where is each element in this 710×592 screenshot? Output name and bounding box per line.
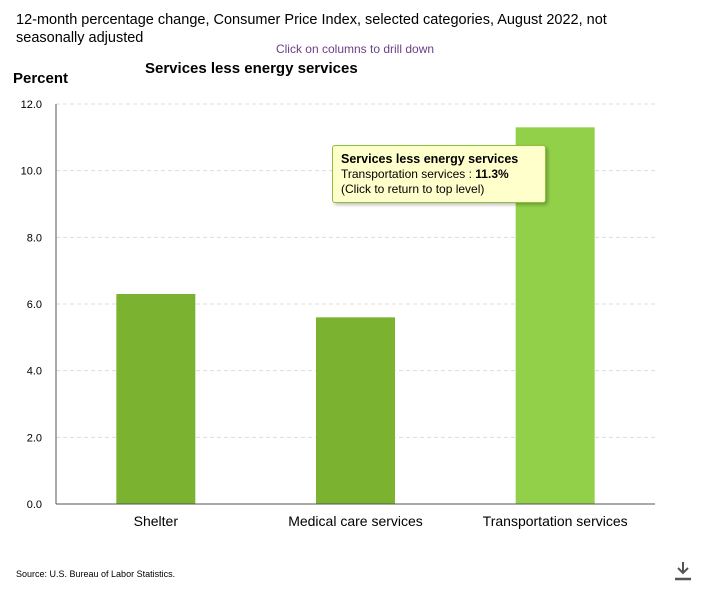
tooltip-note: (Click to return to top level) — [341, 182, 485, 196]
x-tick-label: Medical care services — [288, 513, 423, 529]
tooltip-line: Transportation services : 11.3% — [341, 167, 545, 182]
chart-subtitle: Services less energy services — [145, 60, 358, 77]
tooltip-label: Transportation services : — [341, 167, 472, 181]
bars[interactable] — [116, 127, 595, 504]
source-note: Source: U.S. Bureau of Labor Statistics. — [16, 569, 176, 579]
y-tick-label: 4.0 — [27, 366, 42, 378]
y-tick-label: 2.0 — [27, 432, 42, 444]
y-tick-label: 10.0 — [21, 166, 42, 178]
y-tick-label: 6.0 — [27, 299, 42, 311]
y-tick-label: 0.0 — [27, 499, 42, 511]
tooltip-value: 11.3% — [475, 167, 509, 181]
chart-header-title: 12-month percentage change, Consumer Pri… — [16, 12, 607, 46]
y-axis-ticks: 0.0 2.0 4.0 6.0 8.0 10.0 12.0 — [21, 99, 42, 511]
drill-down-hint: Click on columns to drill down — [275, 42, 435, 56]
y-tick-label: 12.0 — [21, 99, 42, 111]
tooltip-title: Services less energy services — [341, 152, 519, 166]
bar-tooltip[interactable]: Services less energy services Transporta… — [332, 145, 546, 203]
x-tick-label: Shelter — [134, 513, 179, 529]
download-icon — [675, 562, 691, 581]
bar-medical-care-services[interactable] — [316, 317, 395, 504]
bar-shelter[interactable] — [116, 294, 196, 504]
y-axis-label: Percent — [13, 70, 69, 87]
x-axis-labels: Shelter Medical care services Transportati… — [134, 513, 628, 529]
download-button[interactable] — [672, 560, 694, 582]
y-tick-label: 8.0 — [27, 232, 42, 244]
x-tick-label: Transportation services — [483, 513, 628, 529]
